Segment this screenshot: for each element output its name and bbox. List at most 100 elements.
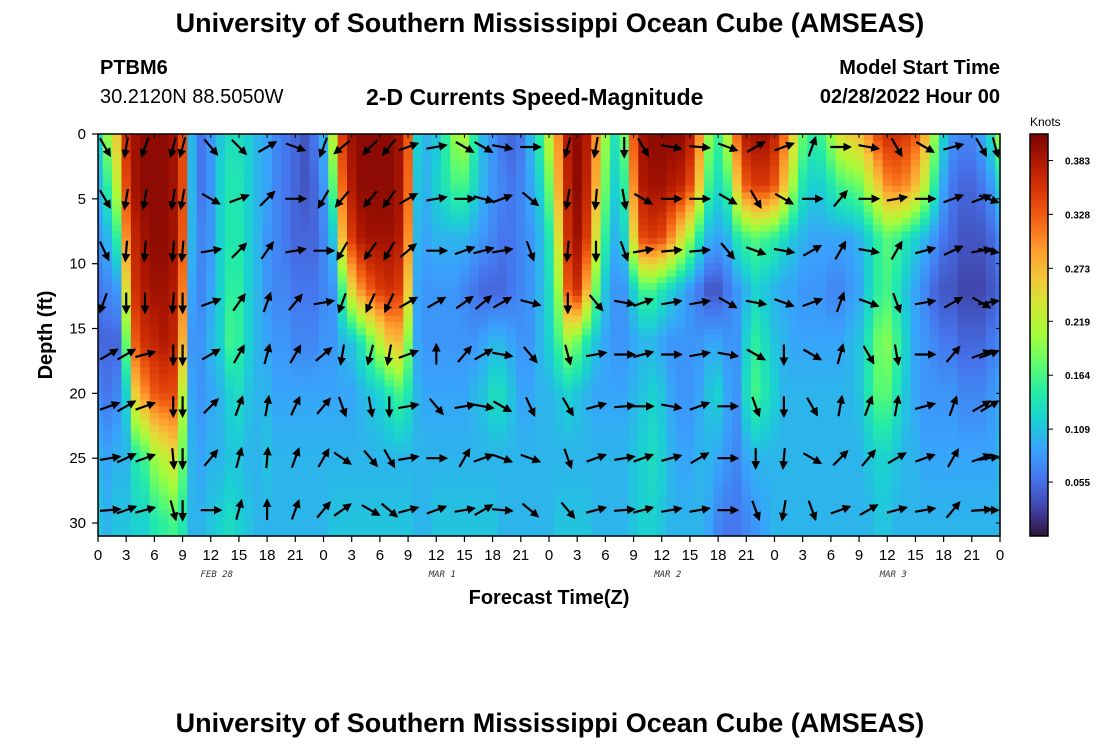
heat-cell (328, 373, 339, 381)
heat-cell (647, 360, 658, 369)
heat-cell (281, 335, 292, 343)
heat-cell (835, 445, 846, 453)
heat-cell (638, 347, 649, 356)
heat-cell (365, 328, 376, 336)
heat-cell (478, 451, 489, 459)
heat-cell (271, 490, 282, 498)
heat-cell (224, 458, 235, 466)
heat-cell (431, 263, 442, 271)
heat-cell (732, 471, 743, 479)
heat-cell (788, 328, 799, 336)
heat-cell (309, 198, 320, 206)
heat-cell (769, 341, 780, 349)
heat-cell (412, 335, 423, 343)
heat-cell (628, 497, 639, 505)
heat-cell (375, 335, 386, 343)
heat-cell (591, 529, 602, 537)
heat-cell (112, 425, 123, 433)
heat-cell (741, 445, 752, 453)
heat-cell (290, 386, 301, 394)
heat-cell (666, 445, 677, 453)
heat-cell (384, 438, 395, 446)
heat-cell (600, 140, 611, 148)
heat-cell (797, 373, 808, 381)
heat-cell (826, 432, 837, 440)
heat-cell (159, 432, 170, 440)
heat-cell (694, 211, 705, 219)
heat-cell (262, 438, 273, 446)
heat-cell (365, 360, 376, 369)
heat-cell (318, 354, 329, 362)
heat-cell (328, 205, 339, 213)
heat-cell (816, 399, 827, 407)
heat-cell (224, 445, 235, 453)
heat-cell (140, 270, 151, 278)
heat-cell (215, 257, 226, 265)
heat-cell (628, 198, 639, 206)
heat-cell (478, 322, 489, 330)
heat-cell (469, 322, 480, 330)
heat-cell (168, 380, 179, 388)
heat-cell (826, 289, 837, 297)
heat-cell (478, 205, 489, 213)
heat-cell (619, 315, 630, 323)
heat-cell (732, 172, 743, 180)
heat-cell (600, 386, 611, 394)
heat-cell (422, 523, 433, 531)
heat-cell (290, 166, 301, 174)
heat-cell (826, 367, 837, 375)
heat-cell (422, 179, 433, 187)
heat-cell (666, 166, 677, 174)
heat-cell (666, 244, 677, 252)
heat-cell (234, 315, 245, 323)
heat-cell (797, 484, 808, 492)
heat-cell (478, 438, 489, 446)
heat-cell (835, 425, 846, 433)
heat-cell (713, 172, 724, 180)
heat-cell (600, 503, 611, 511)
heat-cell (544, 250, 555, 258)
heat-cell (318, 211, 329, 219)
heat-cell (112, 328, 123, 336)
heat-cell (666, 198, 677, 206)
heat-cell (619, 438, 630, 446)
heat-cell (826, 438, 837, 446)
heat-cell (694, 341, 705, 349)
heat-cell (130, 146, 141, 155)
heat-cell (177, 328, 188, 336)
heat-cell (600, 425, 611, 433)
heat-cell (600, 529, 611, 537)
heat-cell (112, 153, 123, 161)
heat-cell (196, 380, 207, 388)
heat-cell (412, 244, 423, 252)
heat-cell (591, 367, 602, 375)
heat-cell (835, 257, 846, 265)
heat-cell (309, 419, 320, 427)
heat-cell (346, 341, 357, 349)
heat-cell (440, 328, 451, 336)
heat-cell (121, 328, 132, 336)
heat-cell (826, 399, 837, 407)
heat-cell (318, 412, 329, 420)
heat-cell (666, 315, 677, 323)
heat-cell (497, 360, 508, 369)
heat-cell (572, 406, 583, 414)
heat-cell (121, 159, 132, 168)
heat-cell (797, 477, 808, 485)
heat-cell (450, 412, 461, 420)
heat-cell (328, 211, 339, 219)
heat-cell (149, 296, 160, 304)
heat-cell (657, 360, 668, 369)
heat-cell (600, 341, 611, 349)
heat-cell (478, 283, 489, 291)
heat-cell (844, 166, 855, 174)
heat-cell (384, 218, 395, 226)
heat-cell (187, 367, 198, 375)
heat-cell (610, 322, 621, 330)
heat-cell (675, 516, 686, 524)
heat-cell (149, 224, 160, 232)
heat-cell (262, 146, 273, 155)
heat-cell (102, 218, 113, 226)
heat-cell (187, 471, 198, 479)
heat-cell (215, 140, 226, 148)
